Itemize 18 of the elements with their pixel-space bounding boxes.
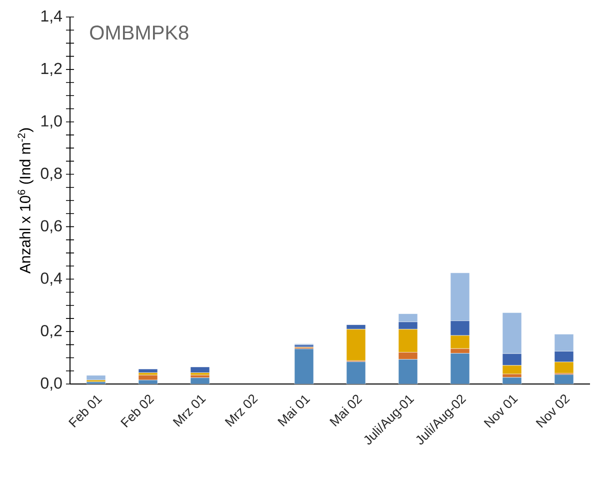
x-tick-label: Mai 02 [330,394,362,426]
x-tick-label: Nov 01 [484,395,518,428]
y-tick-label: 1,0 [41,115,62,128]
y-tick-label: 0,2 [40,324,62,338]
y-tick-label: 0,8 [40,168,62,181]
x-tick-label: Nov 02 [536,394,570,428]
y-tick-label: 0,6 [40,220,62,234]
x-tick-label: Feb 01 [68,395,102,428]
y-tick-label: 1,2 [41,62,62,76]
x-tick-label: Mrz 02 [224,394,258,427]
x-tick-label: Feb 02 [120,394,154,428]
x-tick-label: Mrz 01 [172,395,206,427]
x-tick-label: Mai 01 [278,395,310,426]
y-tick-label: 0,0 [40,377,62,391]
y-axis-title: Anzahl x 10$^{6}$ (Ind m$^{-2}$) [18,128,34,274]
chart-title: OMBMPK8 [90,26,188,40]
y-tick-label: 0,4 [40,272,62,286]
y-tick-label: 1,4 [41,10,62,24]
